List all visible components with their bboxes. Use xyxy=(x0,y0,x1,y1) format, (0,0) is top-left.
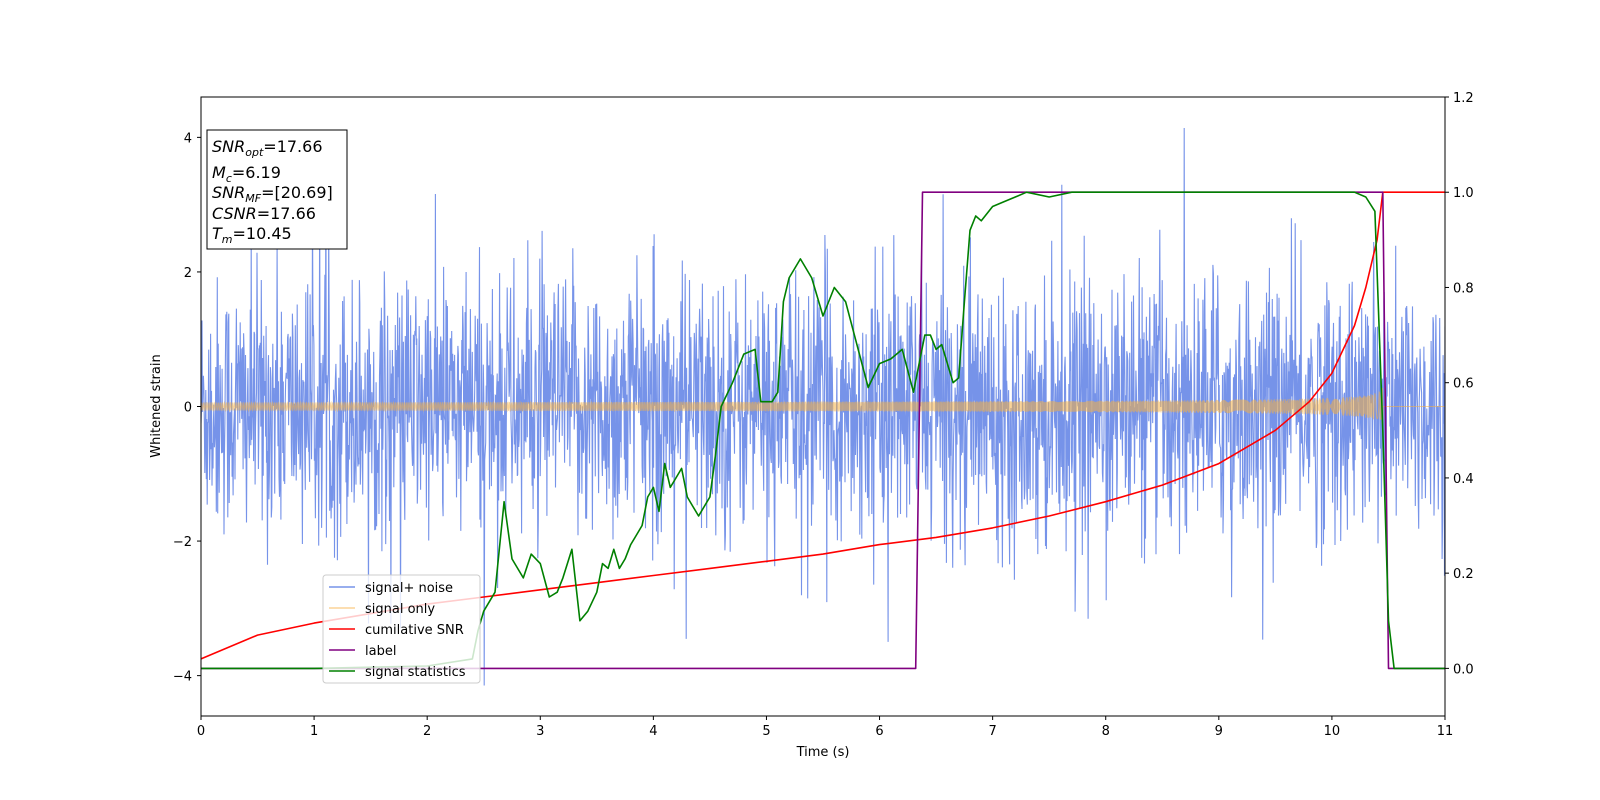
x-tick-label: 11 xyxy=(1437,724,1454,739)
info-line: CSNR=17.66 xyxy=(212,204,316,223)
legend: signal+ noise signal only cumilative SNR la… xyxy=(322,574,481,684)
legend-box xyxy=(322,574,481,684)
x-tick-label: 8 xyxy=(1102,724,1110,739)
signal-noise-series xyxy=(201,127,1445,686)
y-right-tick-label: 0.6 xyxy=(1453,377,1474,392)
x-axis: 0 1 2 3 4 5 6 7 8 9 10 11 xyxy=(197,716,1453,739)
info-line: SNRMF=[20.69] xyxy=(212,183,333,205)
y-right-tick-label: 0.2 xyxy=(1453,567,1474,582)
legend-entry: label xyxy=(365,644,396,659)
y-left-tick-label: −2 xyxy=(173,535,192,550)
y-right-tick-label: 0.0 xyxy=(1453,662,1474,677)
y-right-tick-label: 1.2 xyxy=(1453,91,1474,106)
legend-entry: signal only xyxy=(365,602,435,617)
info-box: SNRopt=17.66 Mc=6.19SNRMF=[20.69]CSNR=17.… xyxy=(206,129,348,250)
y-right-tick-label: 1.0 xyxy=(1453,186,1474,201)
y-left-tick-label: 2 xyxy=(184,266,192,281)
y-axis-right: 0.0 0.2 0.4 0.6 0.8 1.0 1.2 xyxy=(1445,91,1474,677)
y-right-tick-label: 0.4 xyxy=(1453,472,1474,487)
info-line: Tm=10.45 xyxy=(212,224,292,246)
legend-entry: signal statistics xyxy=(365,665,466,680)
x-tick-label: 3 xyxy=(536,724,544,739)
y-left-tick-label: 4 xyxy=(184,131,192,146)
y-right-tick-label: 0.8 xyxy=(1453,281,1474,296)
signal-only-series xyxy=(201,387,1445,425)
y-axis-left: −4 −2 0 2 4 xyxy=(173,131,201,685)
signal-noise-line xyxy=(201,127,1445,686)
y-left-tick-label: −4 xyxy=(173,670,192,685)
info-line: Mc=6.19 xyxy=(212,163,281,185)
x-tick-label: 6 xyxy=(875,724,883,739)
x-tick-label: 9 xyxy=(1215,724,1223,739)
x-tick-label: 4 xyxy=(649,724,657,739)
info-box-frame xyxy=(206,129,348,250)
x-tick-label: 0 xyxy=(197,724,205,739)
y-left-tick-label: 0 xyxy=(184,401,192,416)
x-tick-label: 5 xyxy=(762,724,770,739)
info-line: SNRopt=17.66 xyxy=(212,137,323,159)
x-tick-label: 2 xyxy=(423,724,431,739)
legend-entry: signal+ noise xyxy=(365,581,453,596)
signal-only-line xyxy=(201,387,1445,425)
x-tick-label: 7 xyxy=(988,724,996,739)
x-tick-label: 1 xyxy=(310,724,318,739)
y-axis-label: Whitened strain xyxy=(149,354,164,457)
legend-entry: cumilative SNR xyxy=(365,623,464,638)
x-axis-label: Time (s) xyxy=(796,745,850,760)
signal-statistics-line xyxy=(201,191,1445,670)
x-tick-label: 10 xyxy=(1324,724,1341,739)
